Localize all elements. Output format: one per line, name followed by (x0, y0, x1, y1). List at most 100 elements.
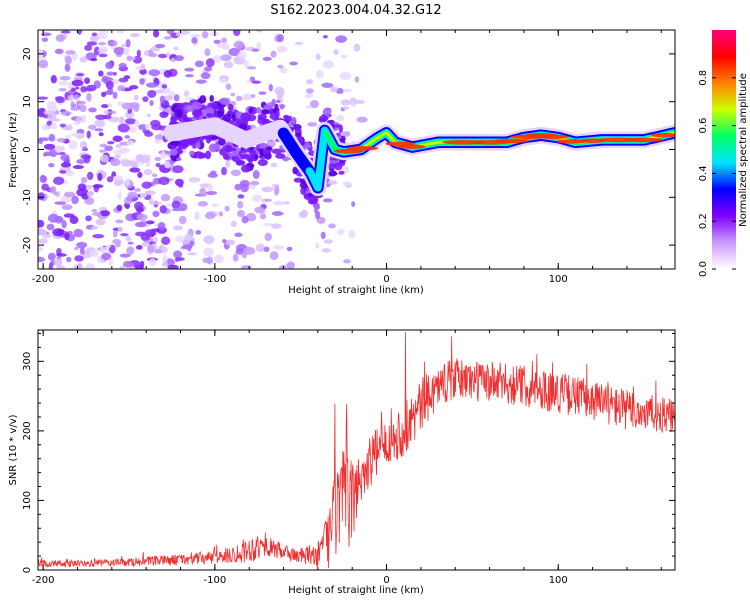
cluster-blob (292, 166, 298, 175)
noise-blob (116, 204, 123, 211)
noise-blob (195, 230, 202, 235)
noise-blob (222, 239, 227, 244)
noise-blob (305, 88, 314, 94)
noise-blob (181, 244, 193, 250)
noise-blob (53, 176, 65, 185)
spectral-amplitude-blobs (38, 30, 675, 269)
cluster-blob (228, 152, 239, 157)
noise-blob (336, 114, 345, 122)
noise-blob (86, 130, 91, 139)
noise-blob (139, 192, 147, 198)
noise-blob (154, 134, 164, 141)
noise-blob (351, 201, 356, 207)
noise-blob (65, 50, 76, 55)
noise-blob (351, 101, 357, 107)
noise-blob (38, 48, 44, 58)
noise-blob (161, 84, 168, 89)
ridge-hotspot (537, 134, 570, 140)
noise-blob (159, 205, 167, 214)
noise-blob (118, 147, 131, 154)
cluster-blob (279, 103, 285, 110)
noise-blob (72, 164, 84, 170)
noise-blob (148, 258, 157, 266)
noise-blob (66, 256, 72, 263)
noise-blob (322, 34, 328, 39)
cluster-blob (259, 142, 268, 148)
noise-blob (341, 131, 351, 137)
noise-blob (213, 55, 222, 63)
noise-blob (251, 80, 261, 84)
noise-blob (71, 52, 78, 61)
noise-blob (53, 192, 59, 196)
noise-blob (191, 37, 198, 44)
noise-blob (173, 94, 180, 102)
noise-blob (73, 264, 84, 269)
noise-blob (92, 184, 104, 189)
noise-blob (180, 30, 189, 34)
noise-blob (321, 248, 331, 253)
noise-blob (134, 120, 140, 128)
noise-blob (175, 31, 181, 37)
cluster-blob (291, 116, 297, 125)
noise-blob (133, 188, 142, 192)
cluster-blob (209, 94, 215, 102)
noise-blob (254, 206, 265, 214)
noise-blob (85, 215, 92, 222)
noise-blob (116, 30, 124, 34)
noise-blob (251, 48, 260, 52)
noise-blob (51, 118, 61, 122)
noise-blob (225, 159, 231, 169)
noise-blob (205, 190, 218, 196)
noise-blob (40, 32, 52, 37)
noise-blob (60, 30, 71, 34)
noise-blob (270, 50, 277, 58)
noise-blob (123, 47, 130, 56)
cluster-blob (218, 98, 229, 105)
noise-blob (71, 195, 79, 205)
noise-blob (50, 122, 57, 130)
noise-blob (58, 87, 67, 92)
noise-blob (353, 43, 361, 52)
noise-blob (241, 216, 249, 224)
ridge-hotspot (395, 144, 426, 149)
colorbar-label: Normalized spectral amplitude (738, 73, 749, 227)
noise-blob (234, 183, 242, 191)
noise-blob (98, 41, 107, 46)
noise-blob (133, 94, 139, 101)
noise-blob (126, 55, 133, 62)
noise-blob (125, 39, 131, 48)
noise-blob (269, 251, 279, 261)
noise-blob (154, 43, 166, 49)
x-tick-label: -200 (32, 575, 55, 586)
cluster-blob (195, 141, 201, 149)
noise-blob (117, 226, 123, 233)
x-tick-label: -100 (203, 274, 226, 285)
noise-blob (264, 232, 272, 242)
noise-blob (328, 223, 336, 229)
colorbar-tick-label: 0.4 (698, 165, 709, 181)
noise-blob (147, 89, 157, 98)
noise-blob (112, 91, 118, 99)
noise-blob (106, 176, 114, 183)
noise-blob (94, 119, 106, 128)
colorbar-tick-label: 0.2 (698, 213, 709, 229)
noise-blob (173, 46, 179, 51)
cluster-blob (259, 148, 265, 157)
noise-blob (117, 191, 123, 200)
ridge-hotspot (650, 132, 675, 138)
noise-blob (235, 248, 245, 255)
noise-blob (301, 209, 308, 218)
noise-blob (306, 79, 314, 85)
noise-blob (343, 181, 351, 187)
noise-blob (256, 42, 262, 51)
noise-blob (146, 82, 158, 88)
noise-blob (286, 261, 295, 269)
noise-blob (119, 116, 125, 125)
noise-blob (282, 201, 291, 205)
noise-blob (94, 128, 104, 132)
noise-blob (129, 85, 139, 90)
noise-blob (43, 234, 52, 238)
noise-blob (158, 176, 170, 186)
noise-blob (98, 132, 104, 137)
